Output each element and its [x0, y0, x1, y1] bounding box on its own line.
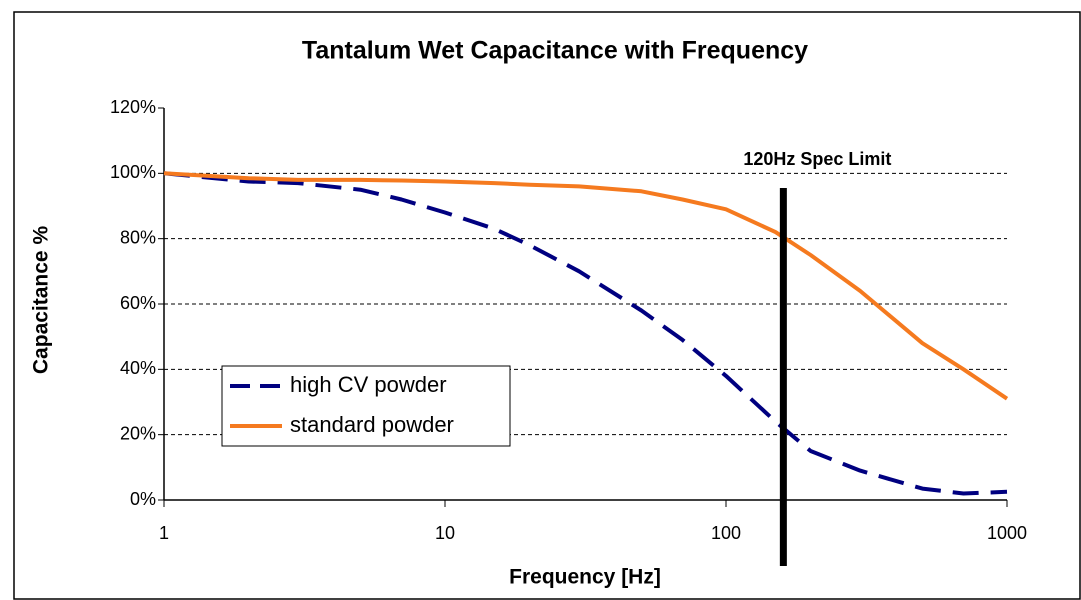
- chart-title: Tantalum Wet Capacitance with Frequency: [302, 37, 808, 65]
- x-tick-label: 10: [435, 523, 455, 543]
- y-tick-label: 100%: [110, 162, 156, 182]
- legend-box: [221, 365, 511, 447]
- y-tick-label: 80%: [120, 227, 156, 247]
- annotation: 120Hz Spec Limit: [743, 149, 891, 169]
- y-tick-label: 20%: [120, 423, 156, 443]
- chart-frame: [13, 11, 1081, 600]
- y-tick-label: 0%: [130, 489, 156, 509]
- y-tick-label: 60%: [120, 293, 156, 313]
- x-tick-label: 1: [159, 523, 169, 543]
- x-tick-label: 100: [711, 523, 741, 543]
- series-line: [163, 171, 1009, 401]
- x-axis-label: Frequency [Hz]: [509, 566, 661, 589]
- y-axis-label: Capacitance %: [30, 226, 53, 375]
- x-tick-label: 1000: [987, 523, 1027, 543]
- legend-label: high CV powder: [290, 372, 447, 397]
- y-tick-label: 40%: [120, 358, 156, 378]
- legend-label: standard powder: [290, 412, 454, 437]
- series-line: [163, 171, 1008, 496]
- y-tick-label: 120%: [110, 97, 156, 117]
